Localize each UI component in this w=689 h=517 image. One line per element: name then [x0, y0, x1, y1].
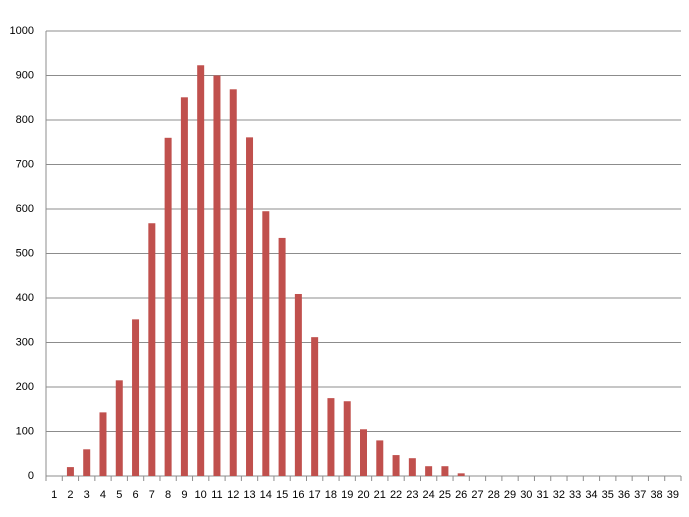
x-tick-label: 14: [260, 489, 272, 501]
x-tick-label: 5: [116, 489, 122, 501]
x-tick-label: 2: [67, 489, 73, 501]
x-tick-label: 4: [100, 489, 106, 501]
bar: [278, 237, 286, 476]
bar: [164, 137, 172, 477]
bar: [229, 89, 237, 477]
x-tick-label: 3: [84, 489, 90, 501]
bar: [197, 65, 205, 476]
x-tick-label: 28: [488, 489, 500, 501]
y-tick-label: 100: [16, 425, 34, 437]
bar: [457, 473, 465, 476]
x-tick-label: 30: [520, 489, 532, 501]
x-tick-label: 21: [374, 489, 386, 501]
x-tick-label: 39: [667, 489, 679, 501]
bar: [360, 429, 367, 476]
x-tick-label: 24: [423, 489, 435, 501]
x-tick-label: 1: [51, 489, 57, 501]
x-tick-label: 13: [243, 489, 255, 501]
x-tick-label: 38: [650, 489, 662, 501]
x-tick-label: 22: [390, 489, 402, 501]
x-tick-label: 36: [618, 489, 630, 501]
x-tick-label: 34: [585, 489, 597, 501]
bar: [392, 455, 400, 476]
x-tick-label: 29: [504, 489, 516, 501]
y-tick-label: 200: [16, 381, 34, 393]
bar: [132, 319, 140, 476]
x-tick-label: 27: [471, 489, 483, 501]
bar: [148, 223, 156, 476]
x-tick-label: 8: [165, 489, 171, 501]
x-tick-label: 19: [341, 489, 353, 501]
x-tick-label: 18: [325, 489, 337, 501]
bar: [441, 466, 449, 476]
y-tick-label: 700: [16, 158, 34, 170]
x-tick-label: 23: [406, 489, 418, 501]
y-tick-label: 1000: [10, 25, 34, 37]
bar: [99, 412, 107, 476]
bar: [311, 337, 319, 476]
x-tick-label: 26: [455, 489, 467, 501]
bar: [408, 458, 416, 476]
x-tick-label: 7: [149, 489, 155, 501]
x-tick-label: 11: [211, 489, 222, 501]
y-tick-label: 800: [16, 114, 34, 126]
x-tick-label: 35: [602, 489, 614, 501]
x-tick-label: 16: [292, 489, 304, 501]
x-tick-label: 15: [276, 489, 288, 501]
x-tick-label: 33: [569, 489, 581, 501]
x-tick-label: 37: [634, 489, 646, 501]
bar: [246, 137, 254, 477]
bar: [115, 380, 123, 476]
bar: [376, 440, 384, 476]
bar: [66, 467, 74, 476]
y-tick-label: 400: [16, 292, 34, 304]
y-tick-label: 500: [16, 247, 34, 259]
x-tick-label: 10: [195, 489, 207, 501]
bar: [180, 97, 188, 477]
x-tick-label: 9: [181, 489, 187, 501]
y-tick-label: 900: [16, 69, 34, 81]
bar: [213, 75, 221, 476]
y-tick-label: 300: [16, 336, 34, 348]
x-tick-label: 32: [553, 489, 565, 501]
bar: [83, 449, 91, 476]
bar: [425, 466, 433, 476]
x-tick-label: 12: [227, 489, 239, 501]
x-tick-label: 17: [309, 489, 321, 501]
y-tick-label: 0: [28, 470, 34, 482]
x-tick-label: 6: [132, 489, 138, 501]
bar: [327, 398, 335, 476]
bar: [262, 211, 270, 476]
x-tick-label: 20: [357, 489, 369, 501]
x-tick-label: 25: [439, 489, 451, 501]
y-tick-label: 600: [16, 203, 34, 215]
x-tick-label: 31: [536, 489, 548, 501]
bar: [294, 293, 302, 476]
bar: [343, 401, 351, 476]
